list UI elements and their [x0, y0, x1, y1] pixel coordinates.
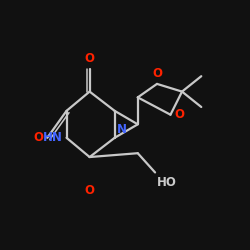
Text: N: N [116, 123, 126, 136]
Text: O: O [84, 184, 94, 197]
Text: HN: HN [43, 131, 63, 144]
Text: O: O [152, 67, 162, 80]
Text: O: O [84, 52, 94, 65]
Text: O: O [174, 108, 184, 121]
Text: O: O [34, 131, 43, 144]
Text: HO: HO [157, 176, 177, 189]
